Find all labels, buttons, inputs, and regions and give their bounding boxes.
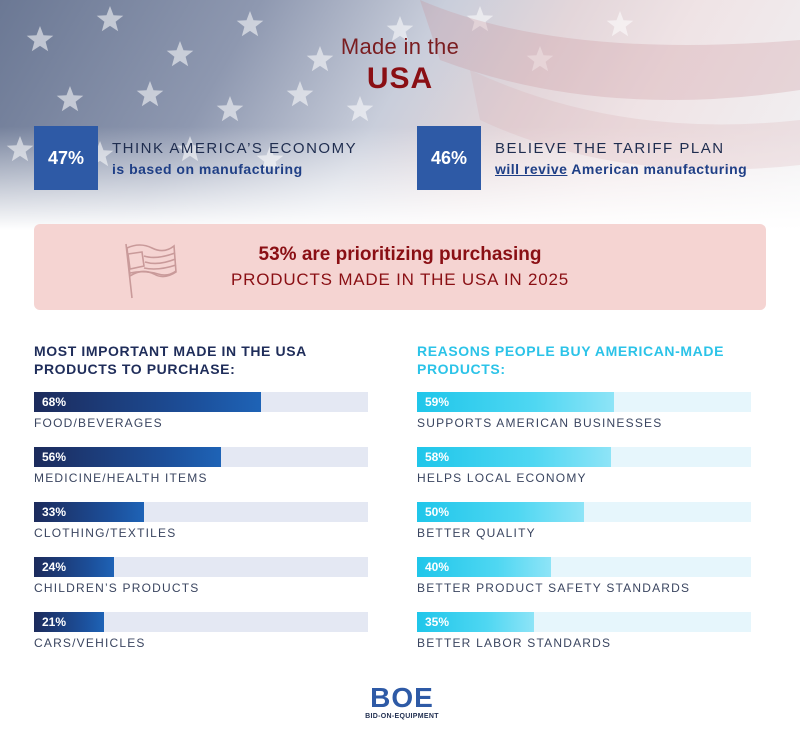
bar-category-label: MEDICINE/HEALTH ITEMS [34, 471, 208, 485]
chart-reasons-title: REASONS PEOPLE BUY AMERICAN-MADE PRODUCT… [417, 343, 725, 377]
bar-row: 50% BETTER QUALITY [417, 502, 751, 557]
stat-economy-line-2: is based on manufacturing [112, 161, 303, 177]
bar: 21% [34, 612, 105, 632]
stat-tariff-rest: American manufacturing [567, 161, 748, 177]
star-shape [386, 16, 414, 42]
bar-value-label: 24% [42, 560, 67, 574]
star-shape [176, 136, 204, 162]
bar-track: 68% [34, 392, 368, 412]
title-line-2: USA [366, 62, 434, 95]
bar-track: 40% [417, 557, 751, 577]
bar-category-label: CLOTHING/TEXTILES [34, 526, 177, 540]
chart-reasons-bars: 59% SUPPORTS AMERICAN BUSINESSES 58% HELPS … [417, 392, 751, 667]
bar-value-label: 35% [425, 615, 450, 629]
bar-track: 50% [417, 502, 751, 522]
stat-tariff-underlined: will revive [495, 161, 568, 177]
stars-decoration [6, 0, 800, 172]
bar-value-label: 58% [425, 450, 450, 464]
bar-category-label: BETTER QUALITY [417, 526, 536, 540]
flag-background [0, 0, 800, 230]
banner-line-2: PRODUCTS MADE IN THE USA IN 2025 [231, 270, 569, 289]
bar-row: 21% CARS/VEHICLES [34, 612, 368, 667]
stat-economy-line-1: THINK AMERICA’S ECONOMY [112, 140, 358, 157]
logo-subtitle: BID-ON-EQUIPMENT [365, 713, 439, 720]
stat-tariff: 46% BELIEVE THE TARIFF PLAN will revive … [417, 126, 747, 190]
bar-value-label: 56% [42, 450, 67, 464]
bar-row: 68% FOOD/BEVERAGES [34, 392, 368, 447]
page-title: Made in the USA [0, 34, 800, 96]
bar: 33% [34, 502, 145, 522]
bar-value-label: 50% [425, 505, 450, 519]
stat-tariff-line-1: BELIEVE THE TARIFF PLAN [495, 140, 725, 157]
bar-track: 35% [417, 612, 751, 632]
star-shape [216, 96, 244, 122]
star-shape [86, 141, 114, 167]
bar-track: 24% [34, 557, 368, 577]
bar-category-label: CARS/VEHICLES [34, 636, 146, 650]
bar-category-label: FOOD/BEVERAGES [34, 416, 163, 430]
bar-category-label: BETTER PRODUCT SAFETY STANDARDS [417, 581, 691, 595]
title-line-1: Made in the [340, 34, 460, 59]
star-shape [236, 11, 264, 37]
bar-value-label: 40% [425, 560, 450, 574]
star-shape [606, 11, 634, 37]
chart-products: MOST IMPORTANT MADE IN THE USA PRODUCTS … [34, 342, 368, 650]
bar-row: 33% CLOTHING/TEXTILES [34, 502, 368, 557]
bar-value-label: 33% [42, 505, 67, 519]
bar-track: 58% [417, 447, 751, 467]
bar-row: 56% MEDICINE/HEALTH ITEMS [34, 447, 368, 502]
star-shape [6, 136, 34, 162]
bar: 40% [417, 557, 551, 577]
stat-tariff-value: 46% [417, 126, 481, 190]
stat-economy: 47% THINK AMERICA’S ECONOMY is based on … [34, 126, 357, 190]
star-shape [256, 146, 284, 172]
bar-track: 21% [34, 612, 368, 632]
boe-logo: BOE BID-ON-EQUIPMENT [364, 682, 440, 721]
star-shape [466, 6, 494, 32]
star-shape [526, 46, 554, 72]
bar-row: 58% HELPS LOCAL ECONOMY [417, 447, 751, 502]
bar: 56% [34, 447, 222, 467]
chart-products-bars: 68% FOOD/BEVERAGES 56% MEDICINE/HEALTH ITEM… [34, 392, 368, 667]
star-shape [306, 46, 334, 72]
bar-track: 59% [417, 392, 751, 412]
star-shape [286, 81, 314, 107]
bar-value-label: 59% [425, 395, 450, 409]
star-shape [166, 41, 194, 67]
bar-category-label: CHILDREN’S PRODUCTS [34, 581, 200, 595]
bar: 59% [417, 392, 615, 412]
logo-mark: BOE [370, 682, 434, 713]
star-shape [136, 81, 164, 107]
bar-category-label: HELPS LOCAL ECONOMY [417, 471, 587, 485]
bar: 50% [417, 502, 584, 522]
banner-line-1: 53% are prioritizing purchasing [258, 244, 542, 265]
bar-row: 59% SUPPORTS AMERICAN BUSINESSES [417, 392, 751, 447]
chart-products-title: MOST IMPORTANT MADE IN THE USA PRODUCTS … [34, 343, 307, 377]
star-shape [96, 6, 124, 32]
bar-track: 33% [34, 502, 368, 522]
bar: 35% [417, 612, 534, 632]
stat-economy-value: 47% [34, 126, 98, 190]
bar-category-label: BETTER LABOR STANDARDS [417, 636, 612, 650]
highlight-banner: 53% are prioritizing purchasing PRODUCTS… [34, 224, 766, 310]
bar: 68% [34, 392, 262, 412]
bar-row: 40% BETTER PRODUCT SAFETY STANDARDS [417, 557, 751, 612]
bar-track: 56% [34, 447, 368, 467]
flag-icon [125, 243, 177, 299]
bar-row: 35% BETTER LABOR STANDARDS [417, 612, 751, 667]
chart-reasons: REASONS PEOPLE BUY AMERICAN-MADE PRODUCT… [417, 342, 751, 650]
bar-row: 24% CHILDREN’S PRODUCTS [34, 557, 368, 612]
stat-tariff-line-2: will revive American manufacturing [495, 161, 747, 177]
star-shape [346, 96, 374, 122]
bar: 58% [417, 447, 611, 467]
star-shape [26, 26, 54, 52]
bar: 24% [34, 557, 115, 577]
bar-category-label: SUPPORTS AMERICAN BUSINESSES [417, 416, 663, 430]
star-shape [56, 86, 84, 112]
bar-value-label: 21% [42, 615, 67, 629]
bar-value-label: 68% [42, 395, 67, 409]
